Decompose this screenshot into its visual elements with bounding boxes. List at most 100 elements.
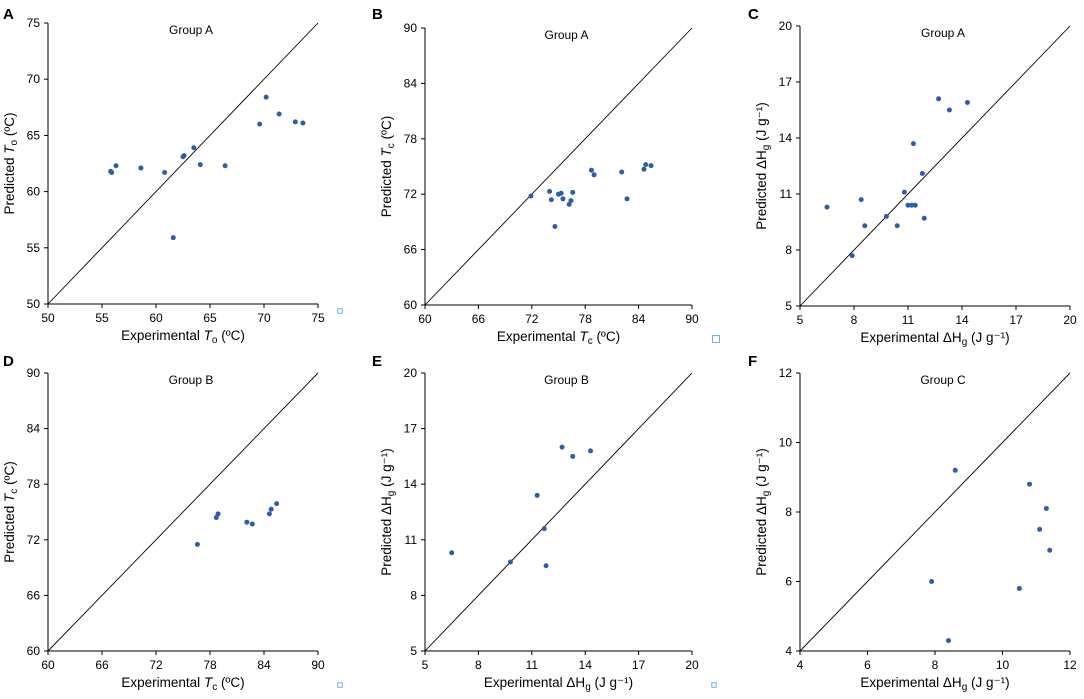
data-point xyxy=(109,169,115,175)
data-point xyxy=(292,119,298,125)
x-tick-label: 75 xyxy=(311,311,325,325)
square-marker-icon xyxy=(711,682,717,688)
data-point xyxy=(964,100,970,106)
panel-title: Group A xyxy=(169,23,213,37)
label-subscript: o xyxy=(212,335,218,346)
label-subscript: o xyxy=(9,139,20,145)
label-subscript: c xyxy=(212,682,217,693)
panel-d: 60 66 72 78 84 90 60 66 72 78 84 90 Group B D Experime… xyxy=(2,353,343,693)
data-point xyxy=(894,223,900,229)
y-tick-label: 90 xyxy=(27,366,41,380)
panel-letter: C xyxy=(748,6,759,23)
data-point xyxy=(910,141,916,147)
data-point xyxy=(862,223,868,229)
x-axis-label: Experimental ΔHg (J g⁻¹) xyxy=(860,675,1009,693)
label-subscript: c xyxy=(588,336,593,347)
data-point xyxy=(1047,547,1053,553)
x-tick-label: 20 xyxy=(1063,313,1077,327)
data-point xyxy=(181,153,187,159)
label-subscript: g xyxy=(386,491,397,497)
x-tick-label: 14 xyxy=(579,658,593,672)
data-point xyxy=(929,579,935,584)
data-point xyxy=(901,189,907,195)
y-tick-label: 5 xyxy=(785,299,792,313)
identity-line xyxy=(47,22,319,305)
data-point xyxy=(276,111,282,117)
y-tick-label: 20 xyxy=(779,19,793,33)
label-subscript: g xyxy=(962,337,968,348)
y-tick-label: 55 xyxy=(27,241,41,255)
y-axis-label: Predicted ΔHg (J g⁻¹) xyxy=(754,448,772,576)
data-point xyxy=(244,519,250,525)
y-tick-label: 17 xyxy=(779,75,793,89)
y-tick-label: 8 xyxy=(410,588,417,602)
y-tick-label: 72 xyxy=(27,533,41,547)
y-tick-label: 65 xyxy=(27,128,41,142)
label-suffix: (J g⁻¹) xyxy=(967,675,1009,690)
x-tick-label: 8 xyxy=(475,658,482,672)
data-point xyxy=(566,201,572,207)
label-variable: T xyxy=(204,328,214,343)
data-point xyxy=(905,202,911,208)
label-suffix: (J g⁻¹) xyxy=(379,448,394,490)
y-tick-label: 8 xyxy=(785,243,792,257)
panel-b: 60 66 72 78 84 90 60 66 72 78 84 90 Group A B Experime… xyxy=(372,6,720,347)
x-tick-label: 17 xyxy=(1009,313,1023,327)
data-point xyxy=(919,170,925,176)
data-point xyxy=(162,169,168,175)
square-marker-icon xyxy=(337,682,343,688)
y-tick-label: 4 xyxy=(785,644,792,658)
y-tick-label: 60 xyxy=(27,185,41,199)
y-tick-label: 6 xyxy=(785,575,792,589)
label-prefix: Experimental ΔH xyxy=(484,675,585,690)
x-tick-label: 12 xyxy=(1063,658,1077,672)
panel-title: Group B xyxy=(169,373,214,387)
data-point xyxy=(266,511,272,517)
label-prefix: Experimental xyxy=(497,329,580,344)
x-tick-label: 20 xyxy=(685,658,699,672)
x-tick-label: 60 xyxy=(41,658,55,672)
x-tick-label: 70 xyxy=(257,311,271,325)
y-axis-label: Predicted Tc (ºC) xyxy=(379,116,397,217)
panel-letter: D xyxy=(3,353,14,370)
x-tick-label: 60 xyxy=(149,311,163,325)
x-tick-label: 90 xyxy=(685,312,699,326)
x-tick-label: 66 xyxy=(95,658,109,672)
label-variable: T xyxy=(2,492,17,502)
x-tick-label: 55 xyxy=(95,311,109,325)
data-point xyxy=(222,163,228,169)
y-tick-label: 84 xyxy=(27,422,41,436)
y-tick-label: 8 xyxy=(785,505,792,519)
label-prefix: Experimental ΔH xyxy=(860,675,961,690)
panel-c: 5 8 11 14 17 20 5 8 11 14 17 20 Group A C Experimental… xyxy=(748,6,1077,348)
x-tick-label: 8 xyxy=(932,658,939,672)
data-point xyxy=(552,224,558,230)
identity-line xyxy=(799,25,1071,307)
data-point xyxy=(952,467,958,473)
x-tick-label: 17 xyxy=(632,658,646,672)
y-tick-label: 66 xyxy=(27,588,41,602)
y-tick-label: 66 xyxy=(404,243,418,257)
identity-line xyxy=(799,372,1071,652)
y-tick-label: 17 xyxy=(404,422,418,436)
label-variable: T xyxy=(204,675,214,690)
y-tick-label: 12 xyxy=(779,366,793,380)
x-axis-label: Experimental Tc (ºC) xyxy=(497,329,620,347)
identity-line xyxy=(47,372,319,652)
label-prefix: Predicted xyxy=(379,156,394,217)
data-point xyxy=(194,541,200,547)
x-tick-label: 66 xyxy=(472,312,486,326)
y-tick-label: 78 xyxy=(404,132,418,146)
panel-title: Group C xyxy=(920,373,966,387)
x-tick-label: 8 xyxy=(851,313,858,327)
data-point xyxy=(170,235,176,241)
x-axis-label: Experimental Tc (ºC) xyxy=(121,675,244,693)
data-point xyxy=(1016,585,1022,591)
y-axis-label: Predicted To (ºC) xyxy=(2,112,20,214)
data-point xyxy=(541,526,547,532)
data-point xyxy=(909,202,915,208)
data-point xyxy=(197,162,203,168)
panel-letter: B xyxy=(372,6,383,23)
